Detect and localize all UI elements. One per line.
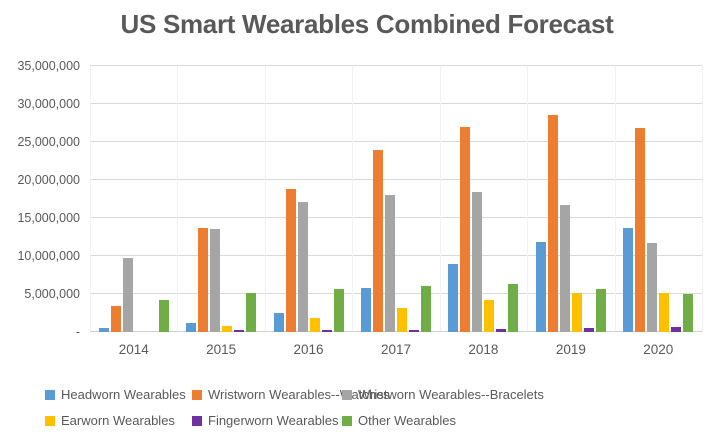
y-axis-tick-label: 35,000,000 xyxy=(17,59,80,73)
bar-earworn-wearables-2016 xyxy=(309,318,320,332)
plot-area xyxy=(90,65,703,332)
bar-wristworn-wearables-bracelets-2020 xyxy=(647,243,658,332)
legend-swatch-icon xyxy=(192,415,202,426)
y-axis-tick-label: 30,000,000 xyxy=(17,97,80,111)
gridline-vertical xyxy=(527,66,529,332)
gridline-vertical xyxy=(177,66,179,332)
x-axis-tick-label: 2015 xyxy=(206,342,237,357)
bar-other-wearables-2015 xyxy=(246,293,257,332)
bar-earworn-wearables-2017 xyxy=(396,307,407,332)
bar-group-2019 xyxy=(527,66,614,332)
bar-wristworn-wearables-bracelets-2019 xyxy=(559,205,570,332)
bar-wristworn-wearables-bracelets-2018 xyxy=(472,192,483,332)
legend-swatch-icon xyxy=(342,389,352,400)
legend-item-wristworn-wearables-watches: Wristworn Wearables--Watches xyxy=(192,386,390,403)
x-axis-tick-label: 2016 xyxy=(293,342,324,357)
x-axis-tick-label: 2020 xyxy=(643,342,674,357)
legend-label: Other Wearables xyxy=(358,413,457,428)
bar-wristworn-wearables-watches-2014 xyxy=(110,306,121,332)
gridline-vertical xyxy=(614,66,616,332)
gridline-horizontal xyxy=(90,103,702,104)
bar-headworn-wearables-2015 xyxy=(186,322,197,332)
bar-earworn-wearables-2018 xyxy=(484,300,495,332)
bar-group-2017 xyxy=(352,66,439,332)
bar-fingerworn-wearables-2018 xyxy=(496,328,507,332)
x-axis-tick-label: 2018 xyxy=(468,342,499,357)
bar-earworn-wearables-2015 xyxy=(222,325,233,332)
bar-wristworn-wearables-watches-2020 xyxy=(635,127,646,332)
y-axis-tick-label: 25,000,000 xyxy=(17,135,80,149)
bar-earworn-wearables-2020 xyxy=(659,293,670,332)
bar-group-2016 xyxy=(265,66,352,332)
bar-fingerworn-wearables-2017 xyxy=(408,329,419,332)
bar-fingerworn-wearables-2019 xyxy=(583,328,594,332)
gridline-horizontal xyxy=(90,179,702,180)
bar-earworn-wearables-2019 xyxy=(571,293,582,332)
bar-other-wearables-2019 xyxy=(595,288,606,332)
gridline-vertical xyxy=(90,66,91,332)
gridline-horizontal xyxy=(90,141,702,142)
chart-title: US Smart Wearables Combined Forecast xyxy=(120,9,614,39)
gridline-vertical xyxy=(264,66,266,332)
gridline-vertical xyxy=(702,66,703,332)
bar-other-wearables-2016 xyxy=(333,288,344,332)
legend: Headworn Wearables Wristworn Wearables--W… xyxy=(45,386,544,429)
bar-other-wearables-2017 xyxy=(420,285,431,332)
bar-group-2015 xyxy=(177,66,264,332)
y-axis-tick-label: 20,000,000 xyxy=(17,173,80,187)
legend-item-headworn-wearables: Headworn Wearables xyxy=(45,386,192,403)
legend-label: Fingerworn Wearables xyxy=(208,413,339,428)
bar-group-2014 xyxy=(90,66,177,332)
legend-swatch-icon xyxy=(45,389,55,400)
legend-swatch-icon xyxy=(342,415,352,426)
gridline-vertical xyxy=(439,66,441,332)
bar-wristworn-wearables-watches-2015 xyxy=(198,227,209,332)
y-axis-tick-label: 15,000,000 xyxy=(17,211,80,225)
gridline-horizontal xyxy=(90,217,702,218)
bar-headworn-wearables-2020 xyxy=(623,227,634,332)
gridline-horizontal xyxy=(90,255,702,256)
bar-headworn-wearables-2018 xyxy=(448,264,459,332)
bar-wristworn-wearables-watches-2016 xyxy=(285,189,296,332)
bar-fingerworn-wearables-2015 xyxy=(234,330,245,332)
legend-label: Headworn Wearables xyxy=(61,387,186,402)
bar-group-2020 xyxy=(615,66,702,332)
legend-item-earworn-wearables: Earworn Wearables xyxy=(45,412,192,429)
y-axis-tick-label: 5,000,000 xyxy=(24,287,80,301)
bar-headworn-wearables-2016 xyxy=(273,313,284,332)
bar-fingerworn-wearables-2016 xyxy=(321,330,332,332)
bar-wristworn-wearables-watches-2019 xyxy=(547,114,558,332)
x-axis-tick-label: 2019 xyxy=(555,342,586,357)
bar-fingerworn-wearables-2020 xyxy=(671,327,682,332)
bar-group-2018 xyxy=(440,66,527,332)
legend-item-other-wearables: Other Wearables xyxy=(342,412,544,429)
legend-label: Earworn Wearables xyxy=(61,413,175,428)
bar-wristworn-wearables-watches-2018 xyxy=(460,126,471,332)
bar-other-wearables-2014 xyxy=(158,300,169,332)
bar-headworn-wearables-2019 xyxy=(535,241,546,332)
bar-wristworn-wearables-bracelets-2015 xyxy=(210,228,221,332)
bar-wristworn-wearables-bracelets-2014 xyxy=(122,258,133,332)
legend-swatch-icon xyxy=(192,389,202,400)
gridline-horizontal xyxy=(90,65,702,66)
x-axis-tick-label: 2017 xyxy=(380,342,412,357)
bar-wristworn-wearables-bracelets-2016 xyxy=(297,202,308,332)
legend-label: Wristworn Wearables--Bracelets xyxy=(358,387,544,402)
bar-wristworn-wearables-watches-2017 xyxy=(372,150,383,332)
bar-other-wearables-2020 xyxy=(683,294,694,332)
gridline-horizontal xyxy=(90,293,702,294)
bar-headworn-wearables-2014 xyxy=(98,328,109,332)
bar-other-wearables-2018 xyxy=(508,284,519,332)
gridline-vertical xyxy=(352,66,354,332)
x-axis-tick-label: 2014 xyxy=(118,342,149,357)
legend-item-wristworn-wearables-bracelets: Wristworn Wearables--Bracelets xyxy=(342,386,544,403)
bar-headworn-wearables-2017 xyxy=(360,287,371,332)
legend-item-fingerworn-wearables: Fingerworn Wearables xyxy=(192,412,342,429)
x-axis-line xyxy=(90,331,702,332)
bar-wristworn-wearables-bracelets-2017 xyxy=(384,195,395,332)
y-axis-tick-label: - xyxy=(75,325,80,339)
y-axis-tick-label: 10,000,000 xyxy=(17,249,80,263)
legend-swatch-icon xyxy=(45,415,55,426)
